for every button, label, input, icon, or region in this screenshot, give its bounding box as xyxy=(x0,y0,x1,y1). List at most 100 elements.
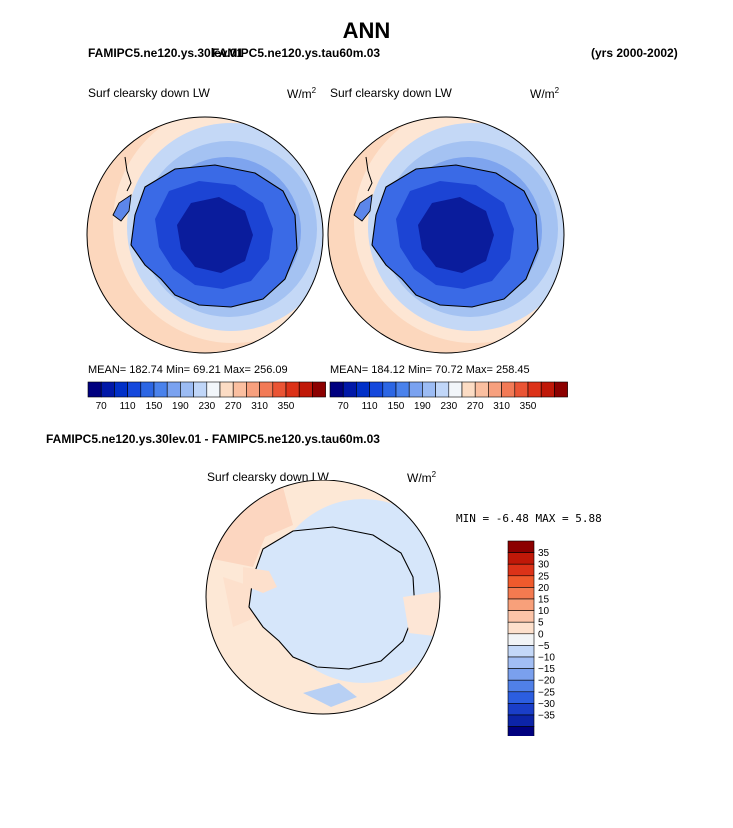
colorbar-swatch xyxy=(312,381,326,398)
colorbar-label: −25 xyxy=(538,687,555,698)
colorbar-label: 15 xyxy=(538,595,550,606)
colorbar-swatch xyxy=(87,381,102,398)
colorbar-label: 270 xyxy=(467,401,484,412)
colorbar-swatch xyxy=(474,381,489,398)
colorbar-label: 110 xyxy=(120,401,136,412)
colorbar-label: 150 xyxy=(388,401,405,412)
right-plot-title: Surf clearsky down LW xyxy=(330,86,452,100)
colorbar-swatch xyxy=(507,714,535,727)
colorbar-swatch xyxy=(461,381,476,398)
difference-plot-title: Surf clearsky down LW xyxy=(207,470,329,484)
colorbar-label: 190 xyxy=(172,401,189,412)
colorbar-swatch xyxy=(507,598,535,611)
colorbar-swatch xyxy=(232,381,247,398)
colorbar-swatch xyxy=(507,610,535,623)
colorbar-label: 110 xyxy=(362,401,378,412)
colorbar-swatch xyxy=(507,726,535,736)
colorbar-swatch xyxy=(507,587,535,600)
colorbar-label: −20 xyxy=(538,676,555,687)
colorbar-swatch xyxy=(272,381,287,398)
right-plot-units: W/m2 xyxy=(530,86,560,101)
top-colorbars: 70 110 150 190 230 270 310 350 70 110 150 190 230 27… xyxy=(87,381,568,412)
colorbar-swatch xyxy=(153,381,168,398)
main-title: ANN xyxy=(342,18,391,43)
right-polar-map xyxy=(328,117,564,353)
colorbar-swatch xyxy=(507,645,535,658)
colorbar-label: −30 xyxy=(538,699,555,710)
colorbar-swatch xyxy=(501,381,516,398)
colorbar-label: 70 xyxy=(338,401,350,412)
colorbar-label: 230 xyxy=(198,401,215,412)
colorbar-swatch xyxy=(507,621,535,635)
colorbar-label: 30 xyxy=(538,560,550,571)
colorbar-label: 230 xyxy=(440,401,457,412)
colorbar-label: 310 xyxy=(251,401,268,412)
top-maps xyxy=(86,116,565,354)
colorbar-label: 270 xyxy=(225,401,242,412)
left-colorbar: 70 110 150 190 230 270 310 350 xyxy=(87,381,326,412)
left-plot-units: W/m2 xyxy=(287,86,317,101)
colorbar-swatch xyxy=(554,381,568,398)
case-a-label: FAMIPC5.ne120.ys.30lev.01 xyxy=(88,46,244,60)
colorbar-swatch xyxy=(329,381,344,398)
colorbar-swatch xyxy=(342,381,357,398)
colorbar-label: 5 xyxy=(538,618,544,629)
colorbar-label: −10 xyxy=(538,653,555,664)
colorbar-label: −5 xyxy=(538,641,550,652)
difference-map-area xyxy=(205,480,441,715)
difference-polar-map xyxy=(206,480,440,714)
colorbar-swatch xyxy=(193,381,208,398)
colorbar-swatch xyxy=(514,381,529,398)
colorbar-swatch xyxy=(206,381,221,398)
colorbar-swatch xyxy=(507,679,535,693)
colorbar-swatch xyxy=(488,381,502,398)
colorbar-swatch xyxy=(507,575,535,588)
colorbar-swatch xyxy=(259,381,274,398)
colorbar-swatch xyxy=(285,381,300,398)
difference-title: FAMIPC5.ne120.ys.30lev.01 - FAMIPC5.ne12… xyxy=(46,432,380,446)
colorbar-label: −15 xyxy=(538,664,555,675)
colorbar-label: 25 xyxy=(538,571,550,582)
colorbar-swatch xyxy=(507,563,535,577)
right-stats: MEAN= 184.12 Min= 70.72 Max= 258.45 xyxy=(330,364,530,376)
left-plot-title: Surf clearsky down LW xyxy=(88,86,210,100)
left-stats: MEAN= 182.74 Min= 69.21 Max= 256.09 xyxy=(88,364,288,376)
colorbar-swatch xyxy=(395,381,410,398)
colorbar-swatch xyxy=(127,381,142,398)
colorbar-swatch xyxy=(356,381,370,398)
colorbar-swatch xyxy=(527,381,542,398)
colorbar-swatch xyxy=(100,381,115,398)
colorbar-swatch xyxy=(507,540,535,553)
case-b-label: FAMIPC5.ne120.ys.tau60m.03 xyxy=(212,46,381,60)
colorbar-swatch xyxy=(180,381,194,398)
colorbar-label: 150 xyxy=(146,401,163,412)
colorbar-swatch xyxy=(246,381,260,398)
colorbar-label: 310 xyxy=(493,401,510,412)
colorbar-swatch xyxy=(114,381,128,398)
colorbar-swatch xyxy=(507,668,535,681)
colorbar-label: 35 xyxy=(538,548,550,559)
colorbar-swatch xyxy=(507,633,535,646)
colorbar-swatch xyxy=(382,381,397,398)
colorbar-swatch xyxy=(140,381,155,398)
colorbar-label: 70 xyxy=(96,401,108,412)
colorbar-label: 20 xyxy=(538,583,550,594)
colorbar-swatch xyxy=(507,703,535,716)
right-colorbar: 70 110 150 190 230 270 310 350 xyxy=(329,381,568,412)
colorbar-swatch xyxy=(219,381,234,398)
years-label: (yrs 2000-2002) xyxy=(591,46,678,60)
difference-minmax: MIN = -6.48 MAX = 5.88 xyxy=(456,512,602,525)
colorbar-swatch xyxy=(507,656,535,669)
colorbar-label: 190 xyxy=(414,401,431,412)
colorbar-swatch xyxy=(422,381,436,398)
left-polar-map xyxy=(87,117,323,353)
colorbar-swatch xyxy=(540,381,555,398)
colorbar-label: 350 xyxy=(278,401,295,412)
colorbar-swatch xyxy=(369,381,384,398)
colorbar-label: 0 xyxy=(538,629,544,640)
colorbar-label: 10 xyxy=(538,606,550,617)
colorbar-swatch xyxy=(435,381,450,398)
colorbar-swatch xyxy=(507,691,535,704)
colorbar-swatch xyxy=(166,381,181,398)
